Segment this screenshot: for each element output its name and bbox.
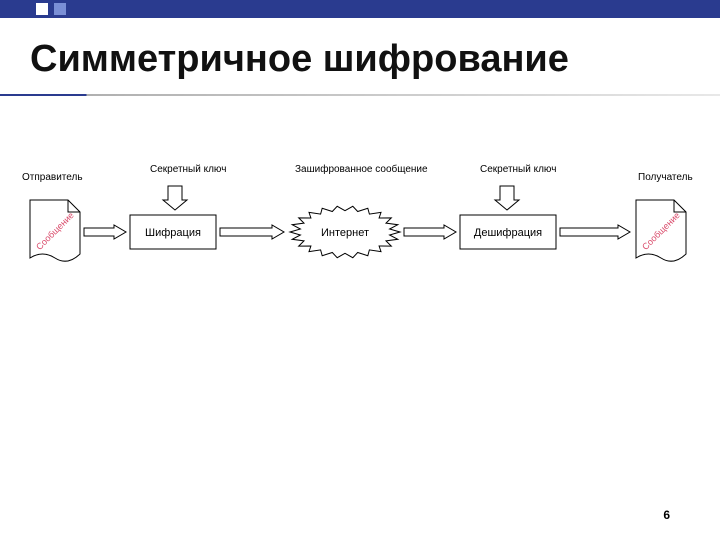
page-title: Симметричное шифрование <box>30 38 569 81</box>
slide-accent-bar <box>0 0 720 18</box>
flow-arrow <box>84 225 126 239</box>
key-arrow <box>163 186 187 210</box>
diagram-top-label: Зашифрованное сообщение <box>295 163 428 175</box>
process-box-label: Дешифрация <box>474 227 542 239</box>
diagram-top-label: Секретный ключ <box>150 164 226 175</box>
encryption-flow-diagram: Отправитель Секретный ключ Зашифрованное с… <box>0 160 720 320</box>
page-number: 6 <box>663 508 670 522</box>
process-box-label: Шифрация <box>145 227 201 239</box>
diagram-top-label: Отправитель <box>22 172 83 183</box>
flow-arrow <box>404 225 456 239</box>
flow-arrow <box>220 225 284 239</box>
diagram-top-label: Получатель <box>638 172 693 183</box>
cloud-label: Интернет <box>321 227 369 239</box>
key-arrow <box>495 186 519 210</box>
title-underline <box>0 94 720 96</box>
diagram-top-label: Секретный ключ <box>480 164 556 175</box>
flow-arrow <box>560 225 630 239</box>
